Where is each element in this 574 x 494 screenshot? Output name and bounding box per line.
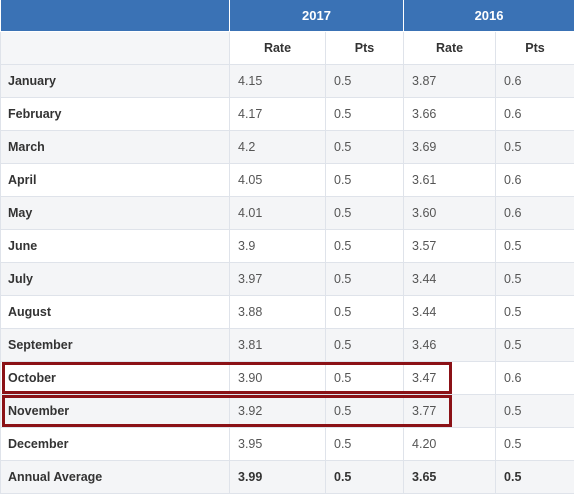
month-cell: June xyxy=(0,229,230,263)
pts-2017-cell: 0.5 xyxy=(324,295,405,329)
avg-pts-2017-cell: 0.5 xyxy=(324,460,405,494)
year-2017-header: 2017 xyxy=(228,0,405,32)
pts-2016-cell: 0.6 xyxy=(495,361,574,395)
rate-2017-cell: 3.90 xyxy=(229,361,326,395)
pts-2017-cell: 0.5 xyxy=(324,328,405,362)
column-header-row: Rate Pts Rate Pts xyxy=(0,31,574,65)
pts-2016-cell: 0.6 xyxy=(495,64,574,98)
rate-2016-cell: 3.57 xyxy=(403,229,497,263)
month-cell: December xyxy=(0,427,230,461)
subheader-blank-cell xyxy=(0,31,230,65)
pts-2017-cell: 0.5 xyxy=(324,229,405,263)
month-cell: November xyxy=(0,394,230,428)
rate-2016-cell: 3.69 xyxy=(403,130,497,164)
table-row: February 4.17 0.5 3.66 0.6 xyxy=(0,97,574,131)
table-row: January 4.15 0.5 3.87 0.6 xyxy=(0,64,574,98)
month-cell: March xyxy=(0,130,230,164)
rate-2017-cell: 3.88 xyxy=(229,295,326,329)
table-body: January 4.15 0.5 3.87 0.6 February 4.17 0.5 3.6… xyxy=(0,64,574,494)
rate-2017-cell: 4.05 xyxy=(229,163,326,197)
rate-2016-cell: 3.46 xyxy=(403,328,497,362)
table-row: September 3.81 0.5 3.46 0.5 xyxy=(0,328,574,362)
pts-2017-cell: 0.5 xyxy=(324,64,405,98)
pts-2016-cell: 0.5 xyxy=(495,427,574,461)
table-row: July 3.97 0.5 3.44 0.5 xyxy=(0,262,574,296)
rate-2017-cell: 4.2 xyxy=(229,130,326,164)
pts-2016-cell: 0.5 xyxy=(495,328,574,362)
pts-2017-cell: 0.5 xyxy=(324,427,405,461)
pts-2016-header: Pts xyxy=(495,31,574,65)
rate-2016-cell: 3.66 xyxy=(403,97,497,131)
table-row: April 4.05 0.5 3.61 0.6 xyxy=(0,163,574,197)
table-row: December 3.95 0.5 4.20 0.5 xyxy=(0,427,574,461)
rate-2017-cell: 4.01 xyxy=(229,196,326,230)
pts-2016-cell: 0.5 xyxy=(495,394,574,428)
rate-2017-cell: 3.95 xyxy=(229,427,326,461)
month-cell: January xyxy=(0,64,230,98)
avg-pts-2016-cell: 0.5 xyxy=(495,460,574,494)
rate-2017-cell: 4.15 xyxy=(229,64,326,98)
year-2016-header: 2016 xyxy=(403,0,574,32)
pts-2016-cell: 0.5 xyxy=(495,229,574,263)
rate-2017-header: Rate xyxy=(229,31,326,65)
rate-2017-cell: 3.97 xyxy=(229,262,326,296)
table-row: November 3.92 0.5 3.77 0.5 xyxy=(0,394,574,428)
rate-2016-cell: 3.87 xyxy=(403,64,497,98)
table-row: June 3.9 0.5 3.57 0.5 xyxy=(0,229,574,263)
table-row: August 3.88 0.5 3.44 0.5 xyxy=(0,295,574,329)
year-header-row: 2017 2016 xyxy=(0,0,574,32)
avg-rate-2017-cell: 3.99 xyxy=(229,460,326,494)
rate-2017-cell: 3.81 xyxy=(229,328,326,362)
pts-2017-cell: 0.5 xyxy=(324,394,405,428)
rate-2017-cell: 4.17 xyxy=(229,97,326,131)
pts-2017-cell: 0.5 xyxy=(324,196,405,230)
month-cell: May xyxy=(0,196,230,230)
rate-2016-header: Rate xyxy=(403,31,497,65)
rate-2016-cell: 3.44 xyxy=(403,295,497,329)
rate-2017-cell: 3.92 xyxy=(229,394,326,428)
pts-2017-cell: 0.5 xyxy=(324,130,405,164)
pts-2017-header: Pts xyxy=(324,31,405,65)
table-row: October 3.90 0.5 3.47 0.6 xyxy=(0,361,574,395)
pts-2016-cell: 0.5 xyxy=(495,262,574,296)
rate-2016-cell: 3.77 xyxy=(403,394,497,428)
rate-2016-cell: 3.44 xyxy=(403,262,497,296)
pts-2017-cell: 0.5 xyxy=(324,361,405,395)
table-row: May 4.01 0.5 3.60 0.6 xyxy=(0,196,574,230)
pts-2017-cell: 0.5 xyxy=(324,97,405,131)
month-cell: October xyxy=(0,361,230,395)
pts-2017-cell: 0.5 xyxy=(324,163,405,197)
avg-rate-2016-cell: 3.65 xyxy=(403,460,497,494)
rate-2016-cell: 4.20 xyxy=(403,427,497,461)
rate-2016-cell: 3.47 xyxy=(403,361,497,395)
pts-2016-cell: 0.6 xyxy=(495,163,574,197)
rate-2016-cell: 3.61 xyxy=(403,163,497,197)
month-cell: August xyxy=(0,295,230,329)
pts-2016-cell: 0.6 xyxy=(495,196,574,230)
month-cell: September xyxy=(0,328,230,362)
table-row: March 4.2 0.5 3.69 0.5 xyxy=(0,130,574,164)
annual-average-row: Annual Average 3.99 0.5 3.65 0.5 xyxy=(0,460,574,494)
month-cell: April xyxy=(0,163,230,197)
month-cell: July xyxy=(0,262,230,296)
average-label-cell: Annual Average xyxy=(0,460,230,494)
month-cell: February xyxy=(0,97,230,131)
pts-2016-cell: 0.5 xyxy=(495,295,574,329)
pts-2016-cell: 0.5 xyxy=(495,130,574,164)
rate-2016-cell: 3.60 xyxy=(403,196,497,230)
pts-2016-cell: 0.6 xyxy=(495,97,574,131)
rate-2017-cell: 3.9 xyxy=(229,229,326,263)
header-blank-cell xyxy=(0,0,230,32)
pts-2017-cell: 0.5 xyxy=(324,262,405,296)
